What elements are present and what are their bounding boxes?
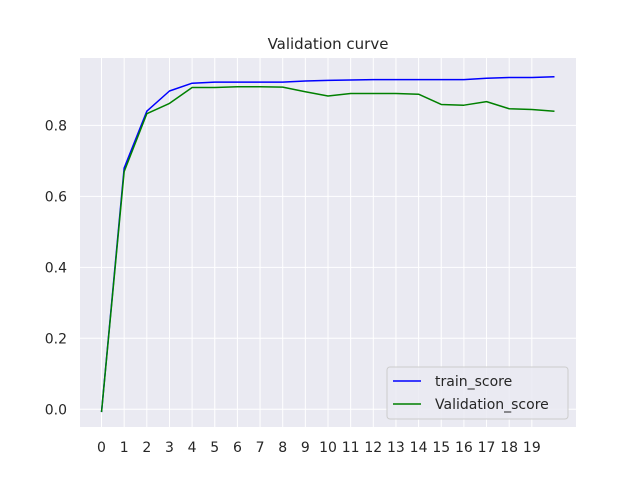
x-tick-label: 6 <box>233 440 242 456</box>
legend-box <box>386 366 569 420</box>
y-tick-label: 0.8 <box>45 118 67 134</box>
x-tick-label: 5 <box>210 440 219 456</box>
x-tick-label: 2 <box>142 440 151 456</box>
y-tick-label: 0.6 <box>45 189 67 205</box>
x-tick-label: 9 <box>301 440 310 456</box>
x-tick-label: 11 <box>342 440 360 456</box>
x-tick-label: 1 <box>120 440 129 456</box>
series-line-validation-score <box>100 85 555 413</box>
y-tick-label: 0.0 <box>45 402 67 418</box>
x-tick-label: 15 <box>432 440 450 456</box>
legend-entry-label: Validation_score <box>435 397 549 413</box>
legend: train_score Validation_score <box>386 366 569 420</box>
legend-entry-label: train_score <box>435 374 512 390</box>
x-tick-label: 17 <box>478 440 496 456</box>
chart-title: Validation curve <box>268 35 389 53</box>
x-tick-label: 14 <box>410 440 428 456</box>
x-tick-label: 8 <box>278 440 287 456</box>
x-tick-label: 13 <box>387 440 405 456</box>
y-tick-label: 0.2 <box>45 331 67 347</box>
x-tick-label: 18 <box>500 440 518 456</box>
x-tick-label: 3 <box>165 440 174 456</box>
grid-lines <box>80 58 576 427</box>
x-tick-label: 4 <box>188 440 197 456</box>
series-line-train-score <box>100 76 555 413</box>
x-tick-label: 19 <box>523 440 541 456</box>
x-tick-label: 7 <box>256 440 265 456</box>
x-tick-label: 12 <box>364 440 382 456</box>
series-lines <box>100 76 555 413</box>
y-tick-label: 0.4 <box>45 260 67 276</box>
y-tick-labels: 0.0 0.2 0.4 0.6 0.8 <box>45 118 67 418</box>
x-tick-label: 0 <box>97 440 106 456</box>
x-tick-label: 10 <box>319 440 337 456</box>
x-tick-labels: 0 1 2 3 4 5 6 7 8 9 10 11 12 13 14 15 16 17 18 19 <box>97 440 541 456</box>
x-tick-label: 16 <box>455 440 473 456</box>
